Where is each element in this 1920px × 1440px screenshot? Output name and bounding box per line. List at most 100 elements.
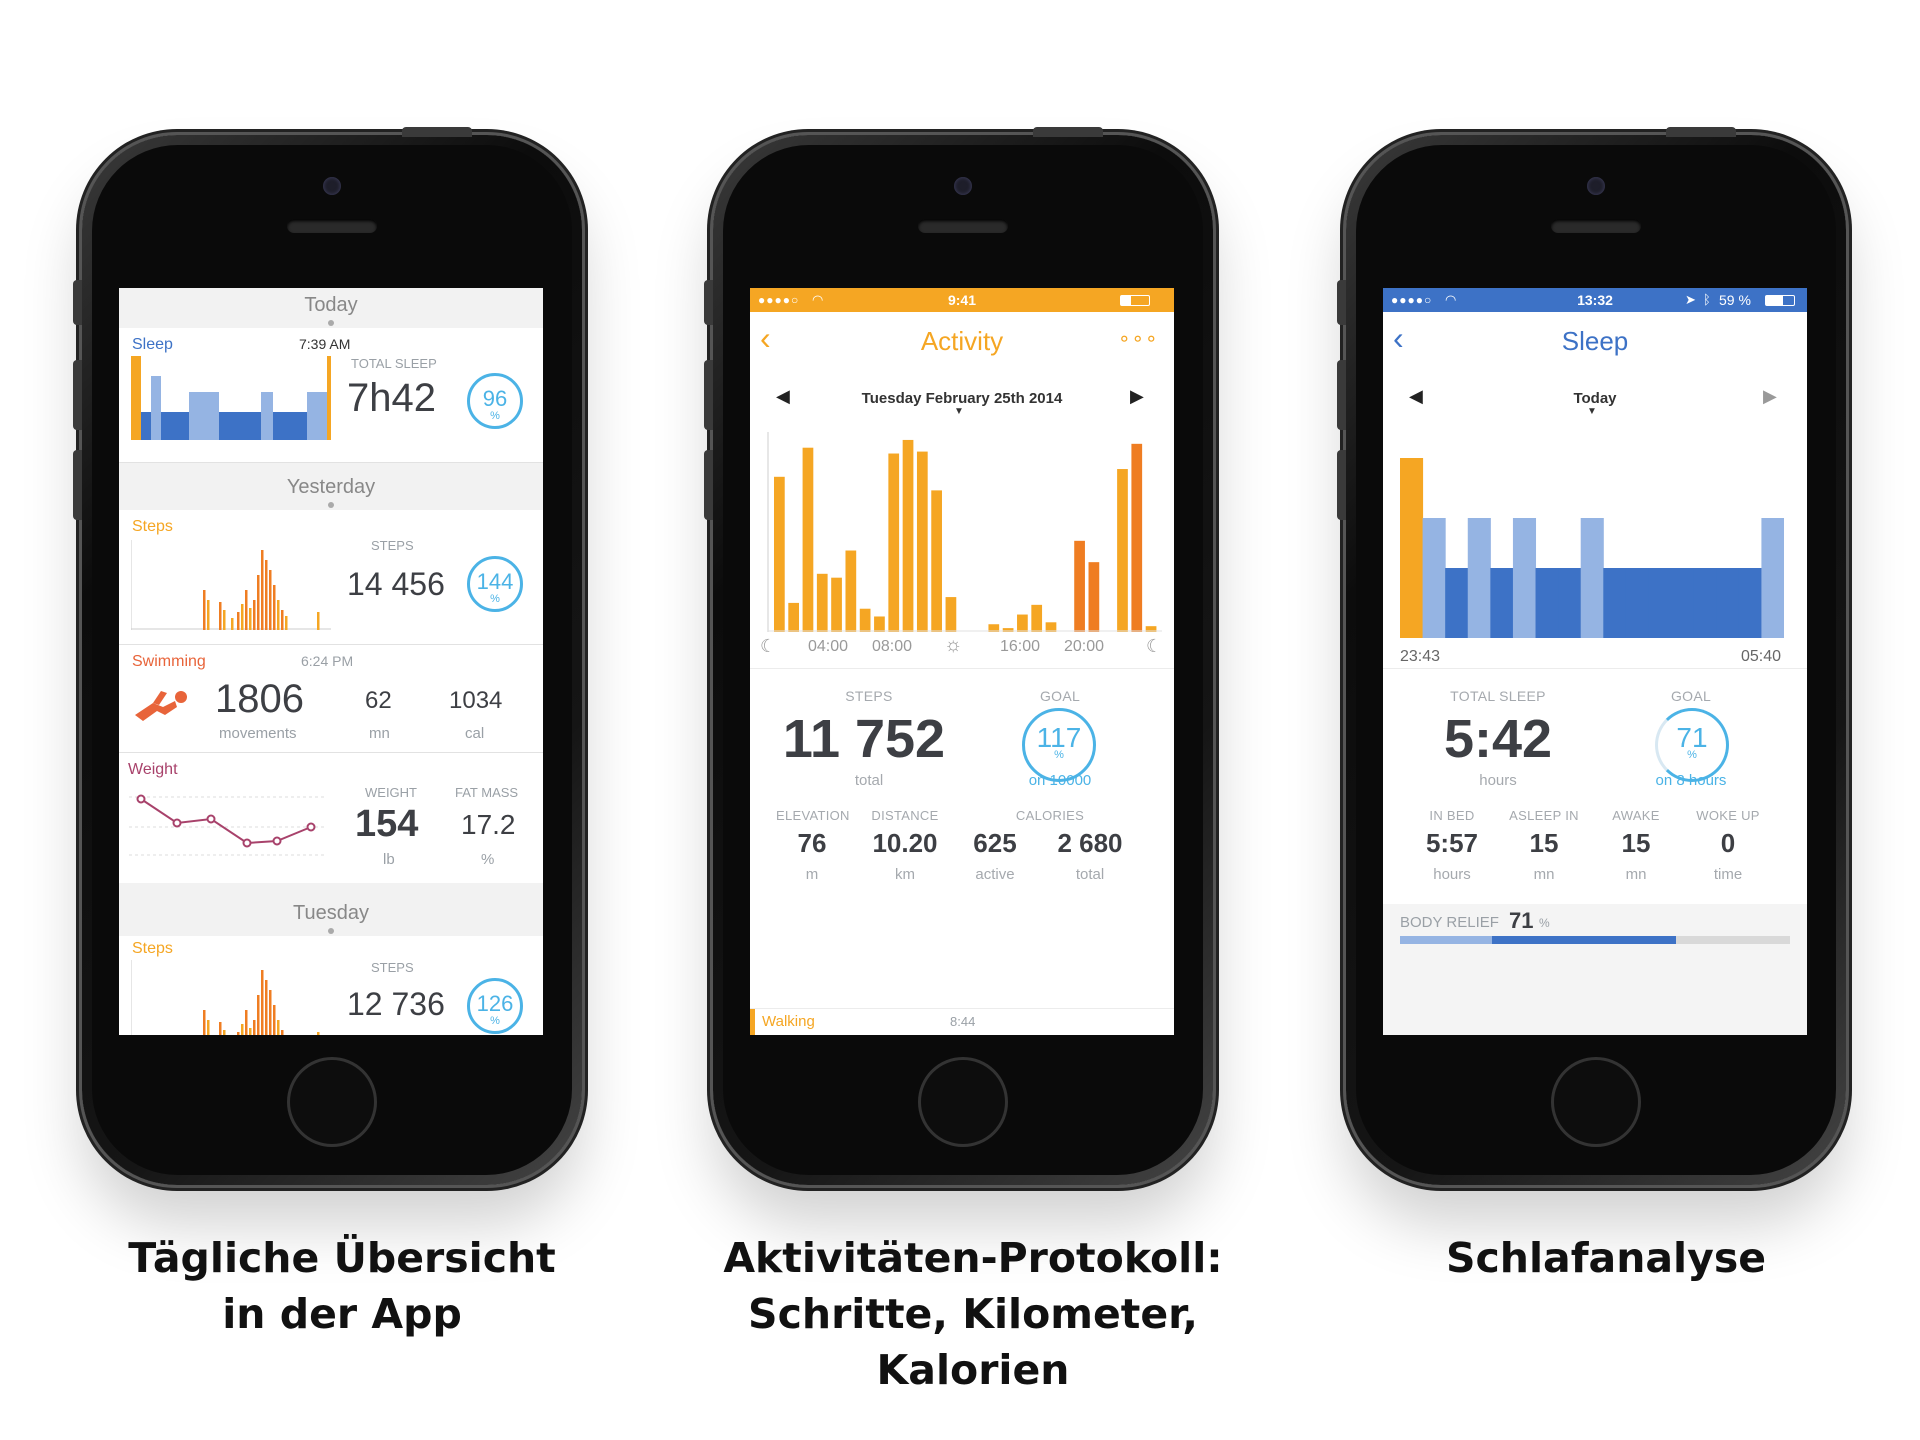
steps-mini-bar <box>241 1024 244 1035</box>
activity-bar <box>1017 614 1028 632</box>
steps-metric-label: STEPS <box>371 538 414 553</box>
steps-mini-bar <box>285 616 288 630</box>
sleep-start-time: 23:43 <box>1400 648 1441 665</box>
swimming-card[interactable]: Swimming 6:24 PM 1806 movements 62 mn 10… <box>119 645 543 753</box>
steps-metric-label: STEPS <box>371 960 414 975</box>
next-day-arrow[interactable]: ▶ <box>1763 386 1777 406</box>
day-header-tuesday: Tuesday <box>119 896 543 940</box>
screen-sleep[interactable]: ●●●●○ ◠ 13:32 ➤ ᛒ 59 % ‹ Sleep ◀ Today ▼… <box>1383 288 1807 1035</box>
calories-active-unit: active <box>975 866 1015 883</box>
activity-bar <box>831 577 842 632</box>
steps-mini-bar <box>265 980 268 1035</box>
wifi-icon: ◠ <box>812 292 824 307</box>
steps-mini-bar <box>249 608 252 630</box>
bluetooth-icon: ᛒ <box>1703 292 1711 307</box>
screen-daily-overview[interactable]: Today Sleep 7:39 AM TOTAL SLEEP 7h42 96% <box>119 288 543 1035</box>
activity-bar <box>945 597 957 632</box>
in-bed-value: 5:57 <box>1425 828 1479 858</box>
day-header-yesterday: Yesterday <box>119 470 543 514</box>
activity-bar <box>1145 626 1157 632</box>
activity-bar <box>1088 562 1100 632</box>
steps-mini-bar <box>249 1028 252 1035</box>
sleep-bar <box>1738 568 1762 638</box>
steps-mini-bar <box>317 1032 320 1035</box>
nav-bar: ‹ Activity ∘∘∘ <box>750 312 1174 368</box>
phone-middle: ●●●●○ ◠ 9:41 ‹ Activity ∘∘∘ ◀ Tuesday Fe… <box>704 127 1213 1185</box>
steps-mini-bar <box>269 570 272 630</box>
steps-mini-bar <box>273 1005 276 1035</box>
back-chevron-icon[interactable]: ‹ <box>1393 320 1404 356</box>
steps-mini-bar <box>237 612 240 630</box>
home-button[interactable] <box>918 1057 1008 1147</box>
activity-bar <box>1031 604 1043 632</box>
steps-label: Steps <box>132 940 173 957</box>
weight-card[interactable]: Weight WEIGHT 154 lb FAT MASS 17 <box>119 753 543 883</box>
walking-row[interactable]: Walking 8:44 <box>750 1008 1174 1035</box>
movements-unit: movements <box>219 725 297 742</box>
prev-day-arrow[interactable]: ◀ <box>1409 386 1423 406</box>
steps-mini-bar <box>277 1020 280 1035</box>
screen-activity[interactable]: ●●●●○ ◠ 9:41 ‹ Activity ∘∘∘ ◀ Tuesday Fe… <box>750 288 1174 1035</box>
date-selector[interactable]: Today <box>1573 390 1617 407</box>
nav-bar: ‹ Sleep <box>1383 312 1807 368</box>
sleep-bar <box>1580 518 1604 638</box>
chevron-down-icon[interactable]: ▼ <box>954 406 964 417</box>
sleep-bar <box>1400 458 1424 638</box>
date-selector[interactable]: Tuesday February 25th 2014 <box>861 390 1063 407</box>
chevron-down-icon[interactable]: ▼ <box>1587 406 1597 417</box>
next-day-arrow[interactable]: ▶ <box>1130 386 1144 406</box>
back-chevron-icon[interactable]: ‹ <box>760 320 771 356</box>
sleep-bar <box>1490 568 1514 638</box>
goal-sub: on 8 hours <box>1655 772 1727 789</box>
swimming-label: Swimming <box>132 653 206 670</box>
steps-mini-bar <box>241 604 244 630</box>
total-sleep-value: 7h42 <box>347 376 436 420</box>
moon-icon: ☾ <box>1146 636 1163 656</box>
sleep-label: Sleep <box>132 336 173 353</box>
steps-mini-bar <box>281 610 284 630</box>
swimming-time: 6:24 PM <box>301 653 354 669</box>
steps-goal-ring: 126% <box>467 978 523 1034</box>
activity-bar <box>802 447 814 632</box>
steps-value: 14 456 <box>347 566 445 602</box>
home-button[interactable] <box>287 1057 377 1147</box>
steps-mini-bar <box>281 1030 284 1035</box>
goal-ring: 71% <box>1655 708 1729 782</box>
goal-label: GOAL <box>1670 688 1712 704</box>
awake-label: AWAKE <box>1612 808 1660 823</box>
walking-time: 8:44 <box>950 1014 976 1029</box>
weight-value: 154 <box>355 803 419 845</box>
moon-icon: ☾ <box>760 636 777 656</box>
walking-label: Walking <box>762 1013 815 1030</box>
weight-unit: lb <box>383 851 395 868</box>
activity-bar <box>859 608 871 632</box>
distance-label: DISTANCE <box>871 808 939 823</box>
elevation-value: 76 <box>797 828 827 858</box>
in-bed-label: IN BED <box>1429 808 1475 823</box>
status-bar: ●●●●○ ◠ 9:41 <box>750 288 1174 312</box>
elevation-label: ELEVATION <box>776 808 850 823</box>
activity-bar <box>888 453 900 632</box>
asleep-in-label: ASLEEP IN <box>1509 808 1579 823</box>
activity-bar <box>1131 443 1143 632</box>
activity-bar <box>816 573 828 632</box>
sleep-end-time: 05:40 <box>1741 648 1782 665</box>
steps-mini-bar <box>203 590 206 630</box>
sleep-time: 7:39 AM <box>299 336 351 352</box>
woke-up-label: WOKE UP <box>1696 808 1760 823</box>
home-button[interactable] <box>1551 1057 1641 1147</box>
steps-mini-bar <box>231 618 234 630</box>
prev-day-arrow[interactable]: ◀ <box>776 386 790 406</box>
steps-card-tuesday[interactable]: Steps STEPS 12 736 126% <box>119 936 543 1035</box>
ellipsis-icon[interactable]: ∘∘∘ <box>1118 328 1159 350</box>
sleep-bar <box>1467 518 1491 638</box>
steps-mini-chart <box>131 540 331 630</box>
sleep-bar <box>1716 568 1740 638</box>
sleep-bar <box>131 356 141 440</box>
swimming-movements: 1806 <box>215 677 304 721</box>
steps-total-value: 11 752 <box>782 709 946 769</box>
steps-card[interactable]: Steps STEPS 14 456 144% <box>119 510 543 645</box>
sleep-card[interactable]: Sleep 7:39 AM TOTAL SLEEP 7h42 96% <box>119 328 543 463</box>
distance-unit: km <box>895 866 915 883</box>
